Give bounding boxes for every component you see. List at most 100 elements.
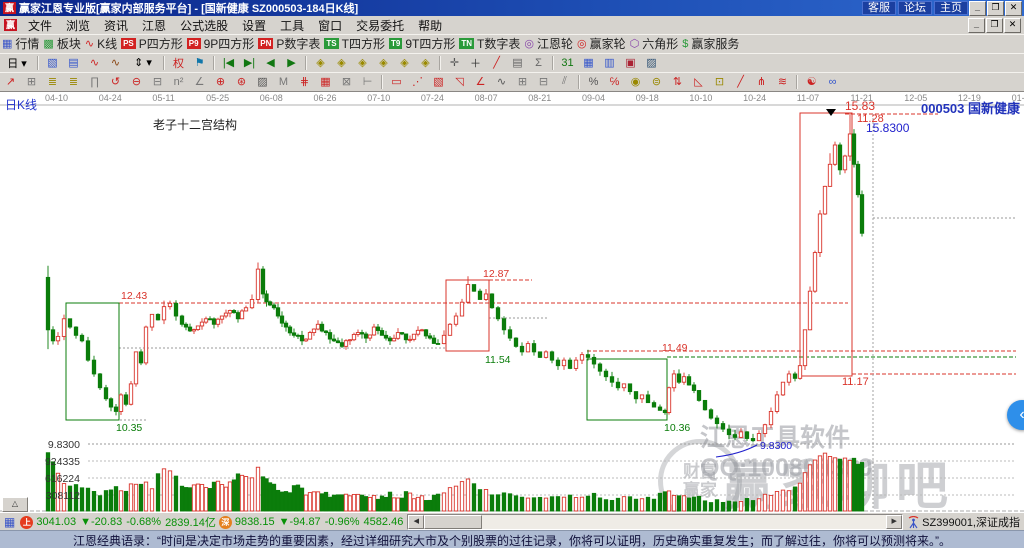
scale-dropdown[interactable]: ⇕ ▾ (134, 57, 152, 69)
menu-资讯[interactable]: 资讯 (104, 18, 129, 33)
time-cycle-tool[interactable]: ⋕ (299, 76, 310, 88)
grid-b-tool[interactable]: ⊟ (538, 76, 549, 88)
multi-angle-tool[interactable]: ⋔ (756, 76, 767, 88)
target-tool[interactable]: ⊕ (215, 76, 226, 88)
quote-grid-icon[interactable]: ▦ (4, 515, 16, 529)
forum-link[interactable]: 论坛 (898, 1, 932, 15)
restore-rights-button[interactable]: 权 (173, 57, 184, 70)
golden-ratio-tool[interactable]: ◉ (630, 76, 641, 88)
menu-工具[interactable]: 工具 (280, 18, 305, 33)
minimize-button[interactable]: _ (969, 0, 986, 16)
star-tool[interactable]: ⊛ (236, 76, 247, 88)
zoom-v-out-button[interactable]: ◈ (379, 57, 388, 69)
9p-square-button[interactable]: P9 9P四方形 (186, 35, 254, 52)
next-page-button[interactable]: ▶ (287, 57, 296, 69)
9t-square-button[interactable]: T9 9T四方形 (388, 35, 455, 52)
angle-tool[interactable]: ∠ (194, 76, 205, 88)
dense-grid-tool[interactable]: ⊟ (152, 76, 163, 88)
last-page-button[interactable]: ▶| (243, 57, 256, 69)
menu-文件[interactable]: 文件 (28, 18, 53, 33)
menu-交易委托[interactable]: 交易委托 (356, 18, 405, 33)
price-ruler2-tool[interactable]: ≣ (68, 76, 79, 88)
scroll-left-button[interactable]: ◀ (408, 515, 425, 529)
stats-tool[interactable]: Σ (535, 56, 542, 69)
gann-box-tool[interactable]: ▧ (433, 76, 444, 88)
grid-box-tool[interactable]: ⊠ (341, 76, 352, 88)
menu-设置[interactable]: 设置 (242, 18, 267, 33)
gann-fan-tool[interactable]: ◹ (455, 76, 464, 88)
period-day-dropdown[interactable]: 日 ▾ (7, 57, 27, 70)
child-restore-button[interactable]: ❐ (986, 17, 1003, 33)
calendar-tool[interactable]: 31 (561, 56, 574, 69)
parallel-lines-tool[interactable]: ⫽ (562, 75, 567, 87)
time-ruler-tool[interactable]: ∏ (89, 75, 100, 88)
winner-wheel-button[interactable]: ◎ 赢家轮 (577, 35, 626, 52)
info-panel-button[interactable]: ▤ (68, 57, 79, 69)
zoom-all-button[interactable]: ◈ (358, 57, 367, 69)
gann-wheel-button[interactable]: ◎ 江恩轮 (524, 35, 573, 52)
fan-lines-tool[interactable]: ⋰ (412, 76, 423, 88)
flag-marker-button[interactable]: ⚑ (194, 57, 205, 69)
zoom-h-out-button[interactable]: ◈ (316, 57, 325, 69)
price-span-tool[interactable]: ⇅ (672, 76, 683, 88)
zigzag-tool[interactable]: ∿ (496, 76, 507, 88)
save-tool[interactable]: ▣ (625, 57, 636, 69)
wave-mark-tool[interactable]: M (278, 75, 289, 88)
rect-select-tool[interactable]: ▭ (391, 76, 402, 88)
trend-angle-tool[interactable]: ∠ (475, 76, 486, 88)
draw-line-tool[interactable]: ╱ (493, 57, 500, 69)
angle-line-tool[interactable]: ╱ (737, 76, 744, 88)
support-link[interactable]: 客服 (862, 1, 896, 15)
quote-board-tool[interactable]: ▥ (604, 57, 615, 69)
shade-box-tool[interactable]: ▨ (257, 76, 268, 88)
pane-toggle-button[interactable]: △ (2, 497, 28, 512)
chart-type-button[interactable]: ▧ (47, 57, 58, 69)
percent-line-tool[interactable]: ℅ (609, 75, 620, 88)
regression-tool[interactable]: ≋ (777, 76, 788, 88)
percent-tool[interactable]: % (588, 75, 599, 88)
export-tool[interactable]: ▨ (646, 57, 657, 69)
scroll-right-button[interactable]: ▶ (886, 515, 903, 529)
spiral-tool[interactable]: ↺ (110, 76, 121, 88)
speed-fan-tool[interactable]: ◺ (694, 76, 703, 88)
quotes-button[interactable]: ▦ 行情 (2, 35, 39, 52)
calculator-tool[interactable]: ▦ (583, 57, 594, 69)
n2-square-tool[interactable]: n² (173, 75, 184, 88)
child-minimize-button[interactable]: _ (968, 17, 985, 33)
menu-帮助[interactable]: 帮助 (418, 18, 443, 33)
horizontal-scrollbar[interactable]: ◀ ▶ (407, 514, 904, 530)
restore-button[interactable]: ❐ (987, 0, 1004, 16)
crosshair-tool[interactable]: ＋ (470, 57, 481, 70)
first-page-button[interactable]: |◀ (222, 57, 235, 69)
collapse-panel-button[interactable]: ‹ (1007, 400, 1024, 430)
gann-ruler-tool[interactable]: ⊞ (26, 76, 37, 88)
ma-lines2-button[interactable]: ∿ (110, 57, 121, 69)
zoom-reset-button[interactable]: ◈ (421, 57, 430, 69)
prev-page-button[interactable]: ◀ (266, 57, 275, 69)
child-close-button[interactable]: ✕ (1004, 17, 1021, 33)
scrollbar-thumb[interactable] (424, 515, 483, 529)
menu-浏览[interactable]: 浏览 (66, 18, 91, 33)
t-square-button[interactable]: TS T四方形 (324, 35, 385, 52)
cycle-zone-tool[interactable]: ▦ (320, 76, 331, 88)
golden-box-tool[interactable]: ⊡ (714, 76, 725, 88)
grid-a-tool[interactable]: ⊞ (517, 76, 528, 88)
menu-窗口[interactable]: 窗口 (318, 18, 343, 33)
zoom-v-in-button[interactable]: ◈ (400, 57, 409, 69)
current-symbol-label[interactable]: SZ399001,深证成指 (922, 517, 1020, 529)
p-square-button[interactable]: PS P四方形 (121, 35, 183, 52)
close-button[interactable]: ✕ (1005, 0, 1022, 16)
scrollbar-track[interactable] (482, 516, 886, 528)
winner-service-button[interactable]: $ 赢家服务 (682, 35, 739, 52)
t-table-button[interactable]: TN T数字表 (459, 35, 520, 52)
price-ruler1-tool[interactable]: ≣ (47, 76, 58, 88)
h-ruler-tool[interactable]: ⊢ (362, 76, 373, 88)
taiji-button[interactable]: ☯ (806, 76, 817, 88)
menu-江恩[interactable]: 江恩 (142, 18, 167, 33)
text-note-tool[interactable]: ▤ (512, 57, 523, 69)
golden-section-tool[interactable]: ⊜ (651, 76, 662, 88)
p-table-button[interactable]: PN P数字表 (258, 35, 320, 52)
menu-公式选股[interactable]: 公式选股 (180, 18, 229, 33)
pan-tool[interactable]: ✛ (449, 57, 460, 69)
brush-tool[interactable]: ↗ (5, 76, 16, 88)
